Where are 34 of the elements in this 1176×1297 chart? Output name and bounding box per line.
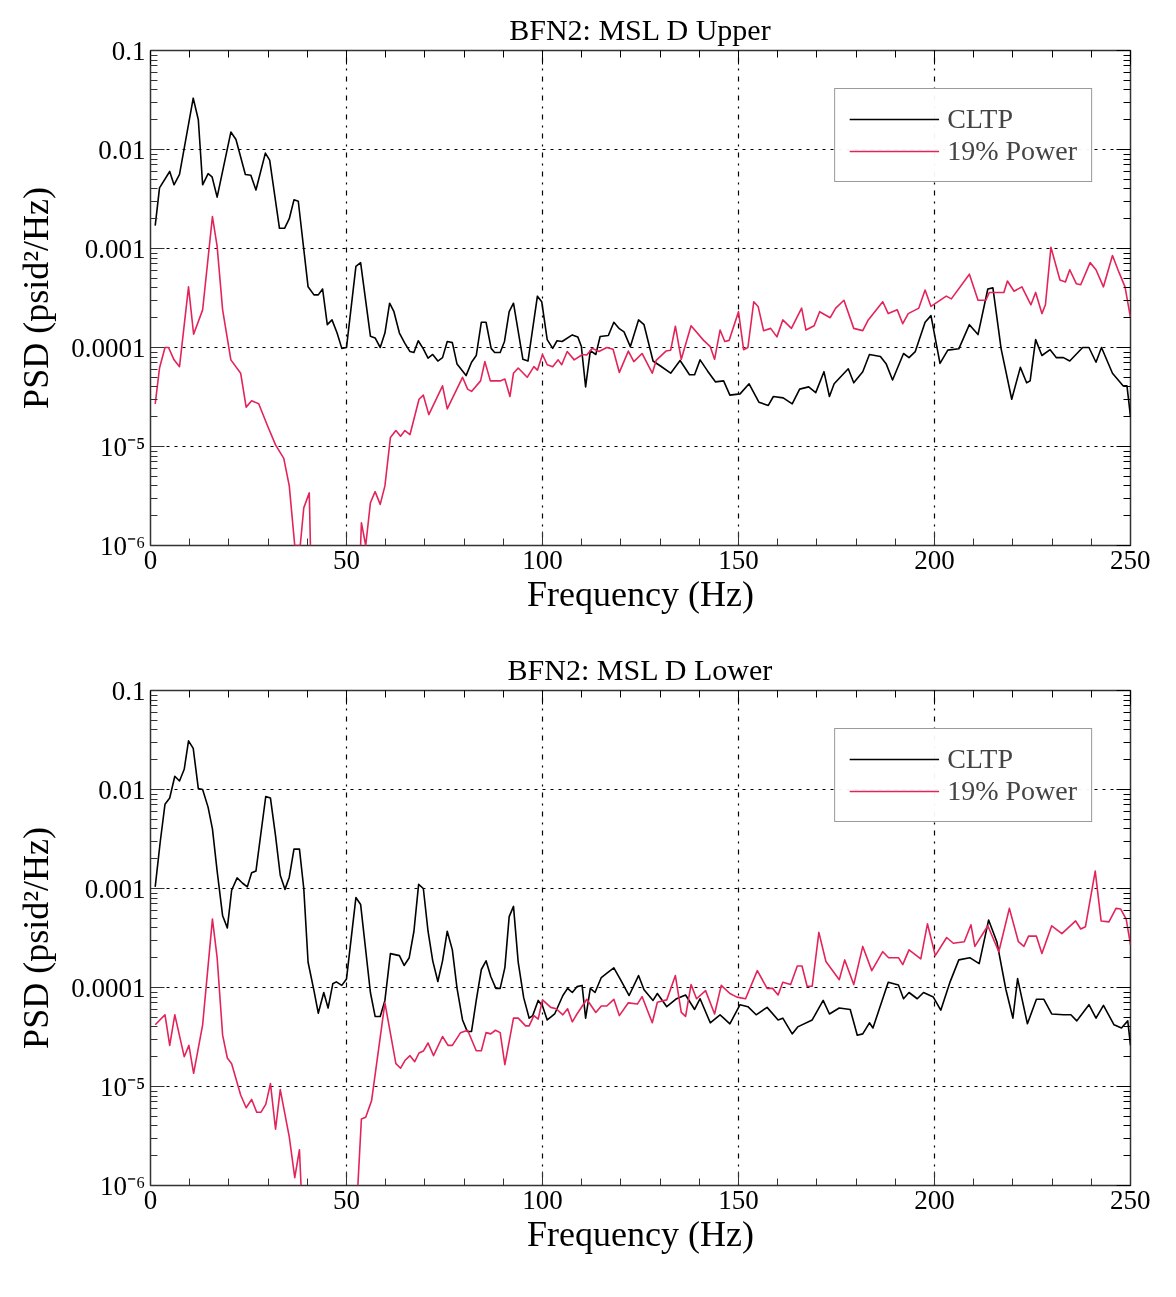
legend-label: 19% Power — [947, 135, 1077, 167]
x-tick-label: 200 — [914, 544, 955, 575]
y-tick-label: 0.1 — [111, 35, 146, 66]
y-tick-label: 0.0001 — [71, 332, 146, 363]
x-tick-label: 0 — [143, 544, 158, 575]
y-tick-label: 0.0001 — [71, 972, 146, 1003]
x-tick-label: 250 — [1110, 544, 1151, 575]
x-axis-title: Frequency (Hz) — [527, 1213, 754, 1254]
y-tick-label: 0.1 — [111, 675, 146, 706]
x-axis-title: Frequency (Hz) — [527, 573, 754, 614]
x-tick-label: 150 — [718, 1184, 759, 1215]
chart-title: BFN2: MSL D Lower — [507, 652, 773, 686]
y-tick-label: 10⁻⁵ — [100, 431, 146, 462]
legend-label: CLTP — [947, 743, 1014, 775]
chart-title: BFN2: MSL D Upper — [509, 12, 771, 46]
x-tick-label: 0 — [143, 1184, 158, 1215]
y-axis-title: PSD (psid²/Hz) — [16, 187, 57, 409]
y-axis-title: PSD (psid²/Hz) — [16, 827, 57, 1049]
legend-label: 19% Power — [947, 775, 1077, 807]
x-tick-label: 150 — [718, 544, 759, 575]
x-tick-label: 250 — [1110, 1184, 1151, 1215]
y-tick-label: 10⁻⁵ — [100, 1071, 146, 1102]
y-tick-label: 0.001 — [84, 873, 146, 904]
x-tick-label: 100 — [522, 1184, 563, 1215]
y-tick-label: 10⁻⁶ — [100, 1170, 146, 1201]
y-tick-label: 10⁻⁶ — [100, 530, 146, 561]
x-tick-label: 200 — [914, 1184, 955, 1215]
y-tick-label: 0.01 — [98, 774, 146, 805]
y-tick-label: 0.001 — [84, 233, 146, 264]
legend-label: CLTP — [947, 103, 1014, 135]
y-tick-label: 0.01 — [98, 134, 146, 165]
x-tick-label: 50 — [333, 544, 360, 575]
x-tick-label: 50 — [333, 1184, 360, 1215]
x-tick-label: 100 — [522, 544, 563, 575]
